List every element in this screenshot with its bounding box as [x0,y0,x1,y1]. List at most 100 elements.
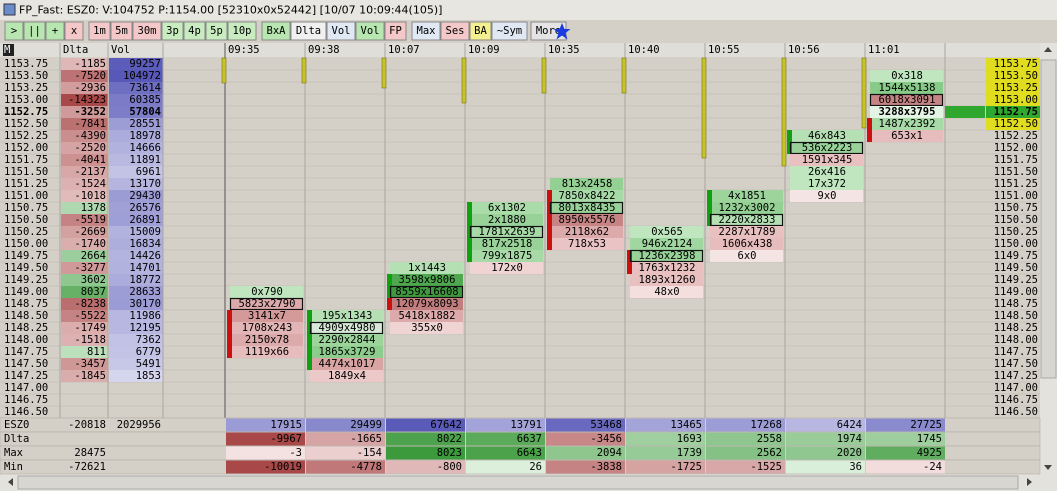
toolbar-button-label[interactable]: 1m [93,25,106,37]
footprint-cell [230,322,303,334]
toolbar-button[interactable] [205,21,228,41]
delta-value: -1524 [74,178,106,190]
toolbar-button[interactable] [4,21,24,41]
ladder-price: 1153.50 [4,70,48,82]
toolbar-button[interactable] [491,21,528,41]
poc-box [389,285,464,299]
toolbar-button-label[interactable]: BA [474,25,487,37]
toolbar-button[interactable] [440,21,470,41]
toolbar-button-label[interactable]: 30m [138,25,157,37]
footprint-cell [390,298,463,310]
toolbar-button[interactable] [88,21,111,41]
toolbar-button[interactable] [355,21,385,41]
scroll-right-arrow[interactable] [1027,478,1032,486]
toolbar-button[interactable] [45,21,65,41]
scroll-thumb[interactable] [1040,59,1057,379]
toolbar-button[interactable] [411,21,441,41]
axis-price: 1147.75 [994,346,1038,358]
toolbar-button[interactable] [261,21,291,41]
delta-cell [61,334,108,346]
toolbar-button-label[interactable]: + [52,25,58,37]
toolbar-button[interactable] [183,21,206,41]
summary-cell [626,432,705,446]
delta-cell [61,142,108,154]
toolbar-button[interactable] [161,21,184,41]
toolbar-button-label[interactable]: BxA [267,25,287,37]
toolbar-button[interactable] [64,21,84,41]
toolbar-button-label[interactable]: Vol [361,25,380,37]
toolbar-button-label[interactable]: Dlta [296,25,321,37]
activity-bar [541,57,547,94]
poc-box [629,249,704,263]
toolbar-button-label[interactable]: Vol [332,25,351,37]
toolbar-button-label[interactable]: Ses [446,25,465,37]
footprint-cell [630,238,703,250]
summary-cell [306,418,385,432]
ladder-header: Dlta [63,44,88,56]
toolbar-button-label[interactable]: 3p [166,25,179,37]
delta-value: 811 [87,346,106,358]
volume-value: 28551 [129,118,161,130]
delta-cell [61,322,108,334]
delta-value: -1518 [74,334,106,346]
toolbar-button[interactable] [384,21,407,41]
summary-cell [306,432,385,446]
toolbar-button-label[interactable]: 4p [188,25,201,37]
column-time: 09:35 [228,44,260,56]
delta-value: -1740 [74,238,106,250]
volume-cell [109,370,163,382]
toolbar-button[interactable] [290,21,327,41]
price-highlight [986,106,1040,118]
toolbar-button-label[interactable]: ~Sym [497,25,522,37]
activity-bar [381,57,387,89]
toolbar-button-label[interactable]: > [11,25,17,37]
toolbar-button-label[interactable]: x [71,25,77,37]
toolbar-button[interactable] [227,21,257,41]
footprint-cell [630,262,703,274]
axis-price: 1151.75 [994,154,1038,166]
toolbar-button-label[interactable]: 5p [210,25,223,37]
scroll-thumb[interactable] [17,475,1019,490]
toolbar-button-label[interactable]: || [28,25,41,37]
candle-body [547,202,552,214]
summary-cell [546,432,625,446]
volume-value: 6779 [136,346,161,358]
footprint-text: 1849x4 [328,370,366,382]
delta-value: -1018 [74,190,106,202]
header-row [0,43,1040,57]
summary-cell [626,418,705,432]
summary-value: -1525 [750,461,782,473]
symbol-star[interactable] [553,23,571,40]
toolbar-button[interactable] [469,21,492,41]
toolbar-button[interactable] [23,21,46,41]
toolbar-button[interactable] [110,21,133,41]
column-time: 10:56 [788,44,820,56]
scroll-left-arrow[interactable] [8,478,13,486]
delta-value: 2664 [81,250,106,262]
delta-cell [61,370,108,382]
footprint-text: 1119x66 [245,346,289,358]
volume-value: 26891 [129,214,161,226]
scroll-up-arrow[interactable] [1044,47,1052,52]
axis-price: 1153.50 [994,70,1038,82]
toolbar-button-label[interactable]: 5m [115,25,128,37]
toolbar-button[interactable] [326,21,356,41]
footprint-cell [630,286,703,298]
volume-cell [109,94,163,106]
delta-value: -8238 [74,298,106,310]
toolbar-button-label[interactable]: Max [417,25,436,37]
toolbar-button-label[interactable]: 10p [233,25,252,37]
toolbar-button-label[interactable]: More [536,25,561,37]
footprint-text: 799x1875 [482,250,533,262]
volume-value: 13170 [129,178,161,190]
summary-cell [706,460,785,474]
summary-value: 1974 [837,433,862,445]
footprint-text: 2287x1789 [719,226,776,238]
scroll-down-arrow[interactable] [1044,465,1052,470]
toolbar-button-label[interactable]: FP [389,25,402,37]
summary-cell [546,418,625,432]
footprint-text: 1763x1232 [639,262,696,274]
toolbar-button[interactable] [132,21,162,41]
ladder-price: 1147.25 [4,370,48,382]
axis-price: 1149.75 [994,250,1038,262]
